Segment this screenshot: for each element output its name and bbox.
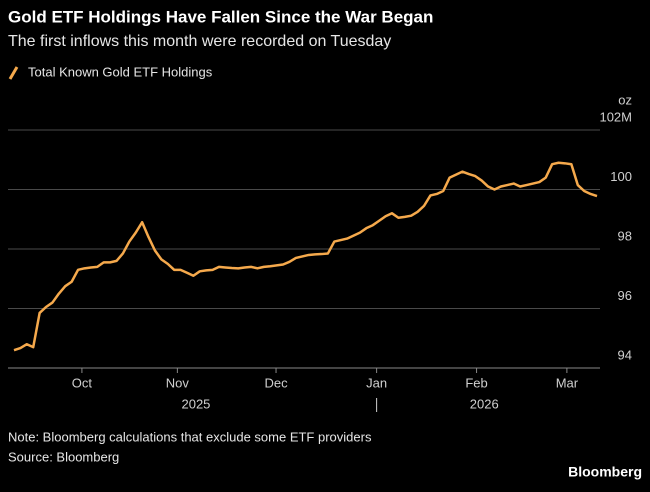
x-tick-label: Nov: [166, 375, 190, 390]
source: Source: Bloomberg: [8, 449, 119, 464]
year-label: 2025: [181, 396, 210, 411]
chart-title: Gold ETF Holdings Have Fallen Since the …: [8, 7, 433, 26]
year-label: 2026: [470, 396, 499, 411]
legend-label: Total Known Gold ETF Holdings: [28, 64, 213, 79]
y-unit: oz: [618, 92, 632, 107]
note: Note: Bloomberg calculations that exclud…: [8, 429, 372, 444]
data-line: [13, 161, 598, 352]
brand: Bloomberg: [568, 464, 642, 480]
x-tick-label: Jan: [366, 375, 387, 390]
y-tick-label: 102M: [599, 109, 632, 124]
y-tick-label: 98: [618, 228, 632, 243]
y-tick-label: 96: [618, 288, 632, 303]
x-tick-label: Dec: [264, 375, 288, 390]
y-tick-label: 94: [618, 347, 632, 362]
x-tick-label: Oct: [72, 375, 93, 390]
x-tick-label: Feb: [465, 375, 487, 390]
legend-swatch: [8, 66, 19, 80]
y-tick-label: 100: [610, 169, 632, 184]
chart-subtitle: The first inflows this month were record…: [8, 33, 391, 50]
x-tick-label: Mar: [556, 375, 579, 390]
